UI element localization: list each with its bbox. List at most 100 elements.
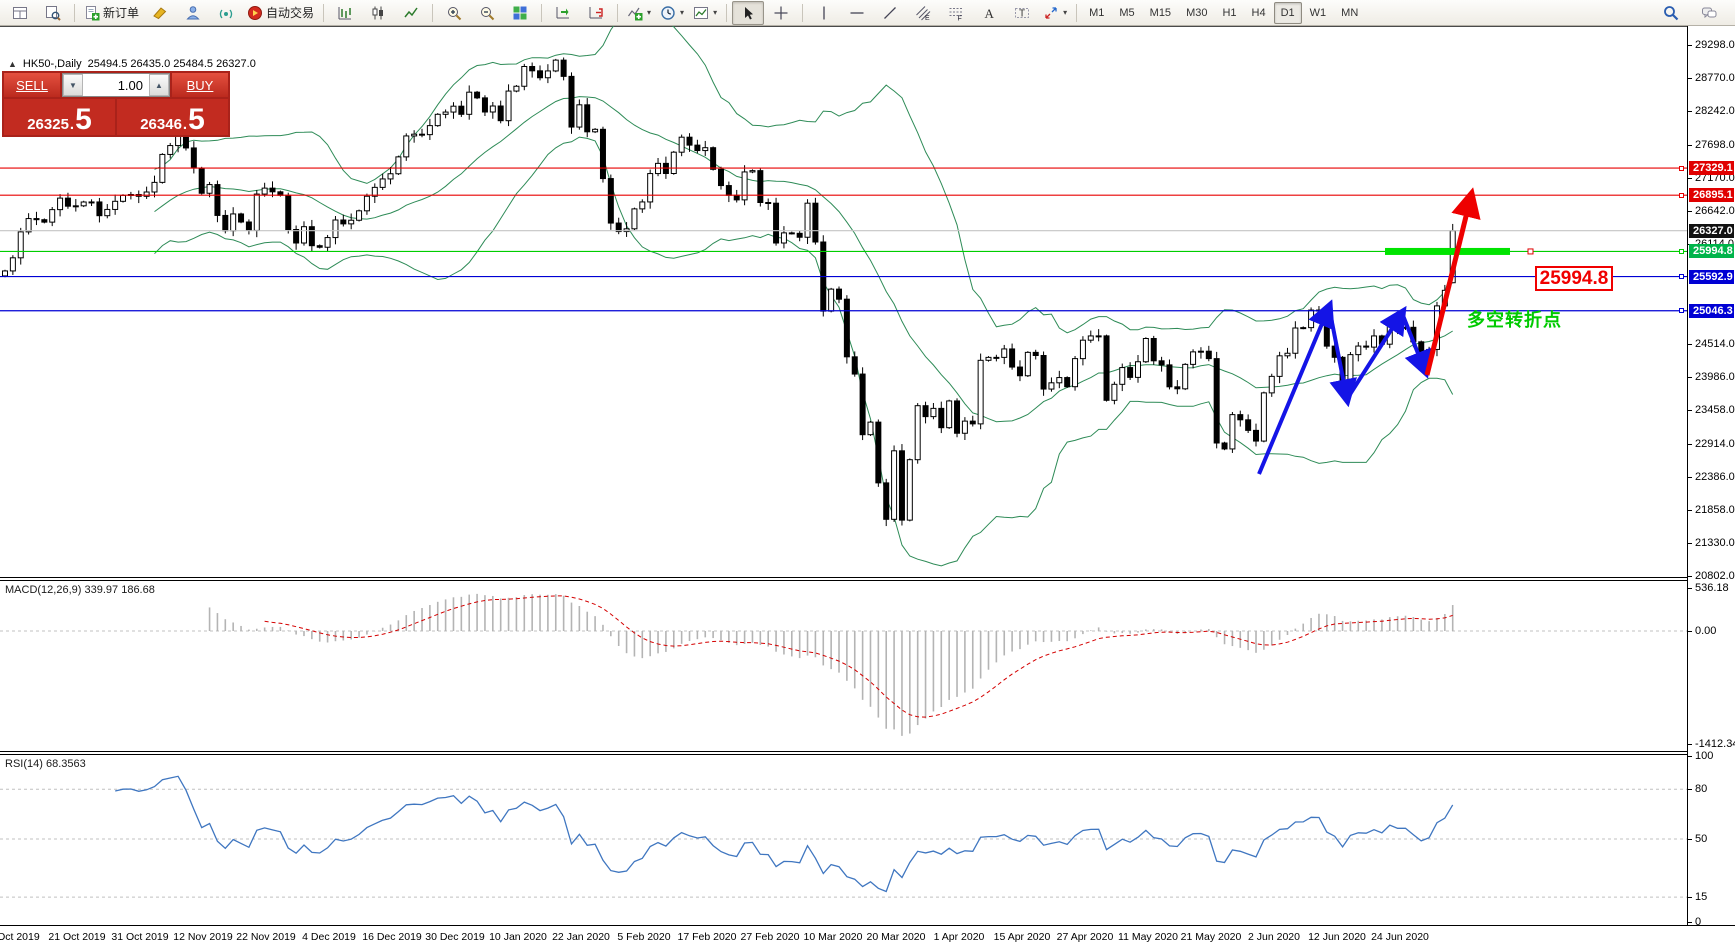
axis-tick <box>1688 587 1692 589</box>
sell-price-display[interactable]: 26325. 5 <box>4 99 115 135</box>
signals-button[interactable] <box>210 1 242 25</box>
panel-collapse-icon[interactable]: ▲ <box>8 59 17 69</box>
hline-button[interactable] <box>841 1 873 25</box>
price-tick-label: 20802.0 <box>1695 570 1735 582</box>
sell-price-frac: 5 <box>75 103 92 136</box>
macd-scale-label: 536.18 <box>1695 582 1729 595</box>
timeframe-h4-button[interactable]: H4 <box>1251 6 1266 19</box>
zigzag-trend-arrow[interactable] <box>1345 305 1407 401</box>
timeframe-m30-button[interactable]: M30 <box>1186 6 1208 19</box>
trendline-button[interactable] <box>874 1 906 25</box>
autotrade-label: 自动交易 <box>266 6 315 20</box>
macd-rsi-splitter[interactable] <box>0 751 1735 755</box>
chart-line-button[interactable] <box>395 1 427 25</box>
indicators-button[interactable]: ▾ <box>623 1 655 25</box>
zoom-in-button[interactable] <box>438 1 470 25</box>
timeframe-d1-button[interactable]: D1 <box>1273 1 1302 24</box>
timeframe-m5-button[interactable]: M5 <box>1119 6 1135 19</box>
tile-windows-button[interactable] <box>504 1 536 25</box>
price-level-callout[interactable]: 25994.8 <box>1535 266 1613 291</box>
data-window-button[interactable] <box>37 1 69 25</box>
buy-price-display[interactable]: 26346. 5 <box>117 99 228 135</box>
axis-tick <box>1688 210 1692 212</box>
axis-tick <box>1688 409 1692 411</box>
rsi-canvas[interactable] <box>0 755 1687 925</box>
channel-button[interactable]: E <box>907 1 939 25</box>
templates-button[interactable]: ▾ <box>689 1 721 25</box>
cursor-button[interactable] <box>732 0 765 25</box>
timeframe-mn-button[interactable]: MN <box>1341 6 1359 19</box>
periods-button[interactable]: ▾ <box>656 1 688 25</box>
date-axis[interactable]: 9 Oct 2019 21 Oct 2019 31 Oct 2019 12 Nov 2… <box>0 926 1735 948</box>
price-tag-27329.1: 27329.1 <box>1689 161 1734 176</box>
zoom-out-button[interactable] <box>471 1 503 25</box>
bollinger-upper-band <box>154 26 1454 334</box>
auto-scroll-button[interactable] <box>547 1 579 25</box>
toolbar-separator <box>74 3 75 22</box>
chart-shift-button[interactable] <box>580 1 612 25</box>
chart-candles-button[interactable] <box>362 1 394 25</box>
macd-label: MACD(12,26,9) 339.97 186.68 <box>5 584 155 596</box>
bullish-projection-arrow[interactable] <box>1424 187 1481 376</box>
callout-handle[interactable] <box>1527 248 1534 255</box>
arrows-tool-button[interactable]: ▾ <box>1039 1 1071 25</box>
main-chart-canvas[interactable] <box>0 26 1687 577</box>
macd-signal-line <box>264 595 1453 718</box>
timeframe-h1-button[interactable]: H1 <box>1222 6 1237 19</box>
green-highlight-bar[interactable] <box>1385 247 1510 255</box>
date-label: 24 Jun 2020 <box>1371 931 1429 943</box>
volume-input[interactable] <box>83 74 149 96</box>
zigzag-trend-arrow[interactable] <box>1257 299 1335 475</box>
label-tool-button[interactable]: T <box>1006 1 1038 25</box>
toolbar-right-icons <box>1655 1 1725 25</box>
buy-button[interactable]: BUY <box>172 73 228 97</box>
zigzag-trend-arrow[interactable] <box>1400 312 1431 379</box>
toolbar-separator <box>617 3 619 22</box>
styles-button[interactable] <box>144 1 176 25</box>
crosshair-button[interactable] <box>765 1 797 25</box>
timeframe-w1-button[interactable]: W1 <box>1309 6 1327 19</box>
new-order-label: 新订单 <box>103 6 140 20</box>
fibonacci-button[interactable]: F <box>940 1 972 25</box>
market-watch-icon <box>12 5 28 21</box>
volume-decrease-button[interactable]: ▼ <box>63 74 83 96</box>
line-handle[interactable] <box>1679 192 1684 198</box>
price-axis[interactable]: 29298.0 28770.0 28242.0 27698.0 27170.0 26642… <box>1688 26 1735 928</box>
date-label: 21 May 2020 <box>1180 931 1242 943</box>
date-label: 11 May 2020 <box>1118 931 1178 943</box>
macd-canvas[interactable] <box>0 581 1687 751</box>
toolbar-separator <box>1076 3 1078 22</box>
text-tool-icon: A <box>981 5 997 21</box>
sell-button[interactable]: SELL <box>4 73 60 97</box>
zigzag-trend-arrow[interactable] <box>1327 306 1357 408</box>
new-order-button[interactable]: 新订单 <box>80 1 143 25</box>
volume-increase-button[interactable]: ▲ <box>149 74 169 96</box>
chart-bars-button[interactable] <box>329 1 361 25</box>
main-macd-splitter[interactable] <box>0 577 1735 581</box>
line-handle[interactable] <box>1679 165 1684 171</box>
line-handle[interactable] <box>1679 308 1684 314</box>
market-watch-button[interactable] <box>4 1 36 25</box>
date-label: 30 Dec 2019 <box>425 931 485 943</box>
toolbar-separator <box>541 3 543 22</box>
autotrade-icon <box>247 5 263 21</box>
vline-button[interactable] <box>808 1 840 25</box>
svg-text:E: E <box>925 15 930 21</box>
candlesticks <box>2 57 1456 527</box>
line-handle[interactable] <box>1679 274 1684 280</box>
chat-icon[interactable] <box>1693 1 1725 25</box>
timeframe-m1-button[interactable]: M1 <box>1089 6 1105 19</box>
search-icon[interactable] <box>1655 1 1687 25</box>
date-label: 5 Feb 2020 <box>617 931 671 943</box>
chart-window[interactable]: ▲ HK50-,Daily 25494.5 26435.0 25484.5 26… <box>0 26 1735 948</box>
timeframe-buttons: M1 M5 M15 M30 H1 H4 D1 W1 MN <box>1082 1 1365 24</box>
turning-point-annotation[interactable]: 多空转折点 <box>1467 310 1562 330</box>
trendline-icon <box>882 5 898 21</box>
line-handle[interactable] <box>1679 248 1684 254</box>
date-label: 10 Mar 2020 <box>803 931 863 943</box>
autotrade-button[interactable]: 自动交易 <box>243 1 318 25</box>
community-button[interactable] <box>177 1 209 25</box>
data-window-icon <box>45 5 61 21</box>
text-tool-button[interactable]: A <box>973 1 1005 25</box>
timeframe-m15-button[interactable]: M15 <box>1149 6 1172 19</box>
